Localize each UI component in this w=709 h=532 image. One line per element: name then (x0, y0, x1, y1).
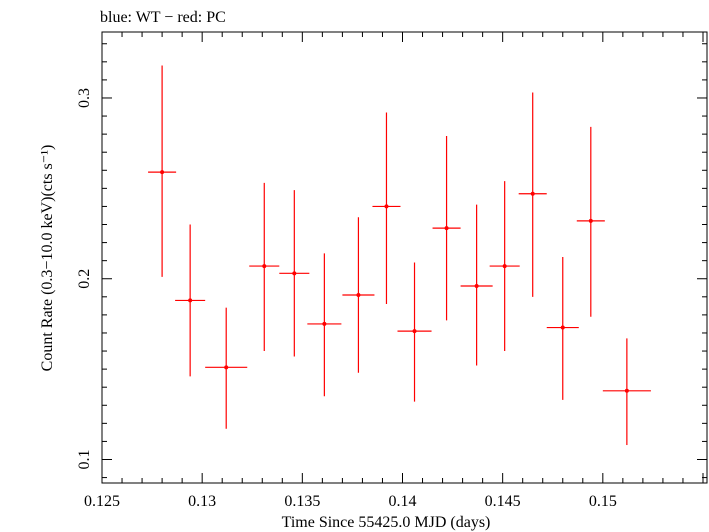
data-point (224, 365, 229, 370)
x-tick-label: 0.125 (84, 493, 120, 510)
x-axis: 0.125 0.13 0.135 0.14 0.145 0.15 (84, 32, 704, 510)
plot-frame (101, 31, 708, 484)
x-tick-label: 0.135 (284, 493, 320, 510)
y-tick-label: 0.3 (76, 88, 93, 108)
y-tick-label: 0.2 (76, 269, 93, 289)
x-tick-label: 0.15 (589, 493, 617, 510)
data-point (412, 329, 417, 334)
data-point (384, 204, 389, 209)
data-point (160, 170, 165, 175)
data-point (624, 388, 629, 393)
data-point (588, 218, 593, 223)
data-point (262, 264, 267, 269)
data-point (530, 191, 535, 196)
x-tick-label: 0.13 (188, 493, 216, 510)
data-point (292, 271, 297, 276)
data-point (188, 298, 193, 303)
data-point (356, 293, 361, 298)
series-layer (148, 65, 651, 446)
data-point (444, 226, 449, 231)
data-point (474, 283, 479, 288)
y-axis-label: Count Rate (0.3−10.0 keV)(cts s⁻¹) (39, 145, 56, 372)
y-tick-label: 0.1 (76, 450, 93, 470)
series-pc (148, 65, 651, 446)
y-axis: 0.1 0.2 0.3 (76, 43, 707, 479)
x-tick-label: 0.145 (485, 493, 521, 510)
chart-title: blue: WT − red: PC (100, 9, 226, 26)
x-axis-label: Time Since 55425.0 MJD (days) (282, 514, 491, 531)
data-point (560, 325, 565, 330)
data-point (502, 264, 507, 269)
data-point (322, 321, 327, 326)
x-tick-label: 0.14 (388, 493, 416, 510)
